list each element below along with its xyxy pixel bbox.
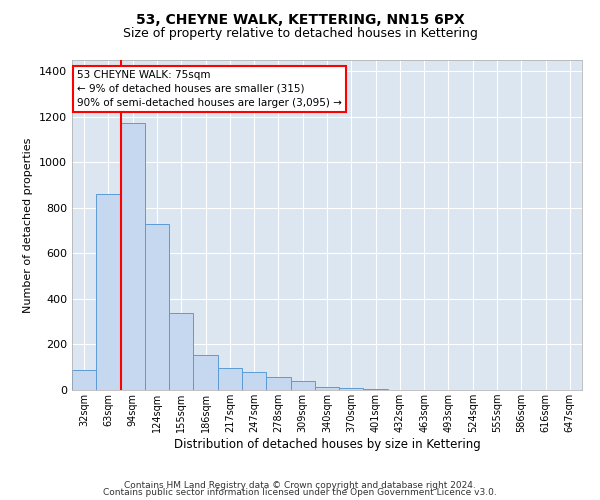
Bar — [145, 224, 169, 390]
Text: 53, CHEYNE WALK, KETTERING, NN15 6PX: 53, CHEYNE WALK, KETTERING, NN15 6PX — [136, 12, 464, 26]
Bar — [121, 122, 145, 390]
Bar — [266, 377, 290, 390]
Bar — [193, 354, 218, 390]
Text: Contains public sector information licensed under the Open Government Licence v3: Contains public sector information licen… — [103, 488, 497, 497]
Bar — [72, 370, 96, 390]
Bar — [169, 312, 193, 390]
Text: Size of property relative to detached houses in Kettering: Size of property relative to detached ho… — [122, 28, 478, 40]
Bar — [218, 368, 242, 390]
Bar — [96, 194, 121, 390]
Bar — [242, 372, 266, 390]
Y-axis label: Number of detached properties: Number of detached properties — [23, 138, 34, 312]
X-axis label: Distribution of detached houses by size in Kettering: Distribution of detached houses by size … — [173, 438, 481, 451]
Text: Contains HM Land Registry data © Crown copyright and database right 2024.: Contains HM Land Registry data © Crown c… — [124, 480, 476, 490]
Text: 53 CHEYNE WALK: 75sqm
← 9% of detached houses are smaller (315)
90% of semi-deta: 53 CHEYNE WALK: 75sqm ← 9% of detached h… — [77, 70, 342, 108]
Bar — [290, 382, 315, 390]
Bar — [339, 388, 364, 390]
Bar — [315, 386, 339, 390]
